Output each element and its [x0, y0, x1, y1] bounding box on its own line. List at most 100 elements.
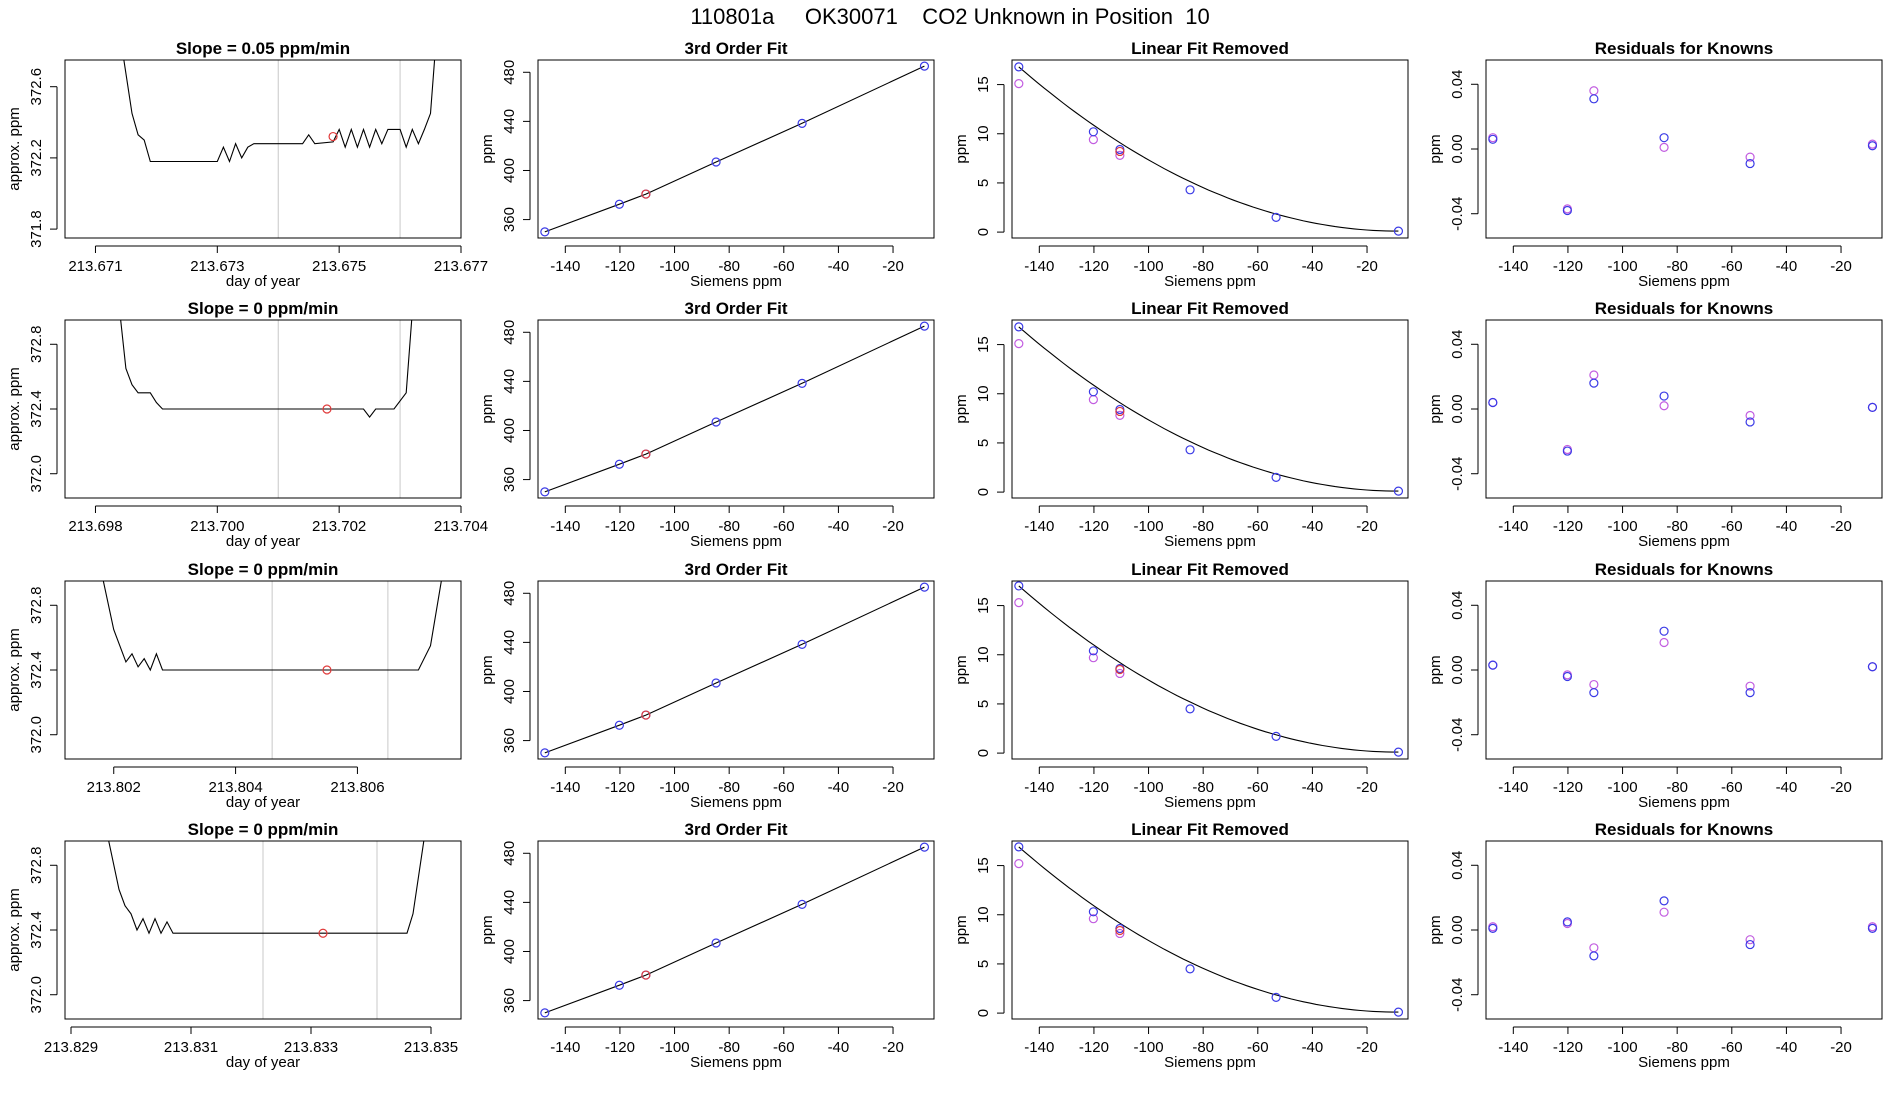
data-point-blue	[1867, 402, 1878, 412]
y-tick-label: 5	[975, 700, 992, 708]
x-tick-label: -100	[660, 1039, 690, 1056]
y-tick-label: -0.04	[1449, 718, 1466, 752]
panel-7: Linear Fit Removed -140 -120 -100 -80 -60 -40 -…	[953, 299, 1409, 550]
y-tick-label: 0	[975, 749, 992, 757]
y-tick-label: 0.04	[1449, 591, 1466, 620]
y-tick-label: 360	[501, 207, 518, 232]
data-point-blue	[1867, 141, 1878, 151]
data-point-magenta	[1745, 935, 1755, 945]
y-tick-label: 10	[975, 646, 992, 663]
data-point-blue	[1745, 939, 1755, 950]
plot-frame	[1485, 319, 1883, 499]
x-tick-label: -80	[1666, 1039, 1688, 1056]
x-tick-label: 213.835	[404, 1039, 458, 1056]
x-tick-label: -20	[1830, 779, 1852, 796]
data-point-blue	[1088, 646, 1098, 656]
data-point-blue	[1014, 62, 1024, 72]
plot-frame	[1011, 580, 1409, 760]
data-point-blue	[1185, 445, 1195, 455]
y-tick-label: 371.8	[28, 210, 45, 248]
data-point-magenta	[1014, 339, 1024, 349]
x-tick-label: -80	[1192, 258, 1214, 275]
x-axis-label: Siemens ppm	[1164, 533, 1256, 550]
data-point-blue	[711, 157, 721, 167]
trace-line	[108, 841, 425, 935]
data-point-blue	[797, 639, 807, 649]
y-tick-label: 372.2	[28, 139, 45, 177]
x-tick-label: 213.829	[44, 1039, 98, 1056]
data-point-blue	[919, 61, 930, 71]
y-tick-label: 400	[501, 158, 518, 183]
data-point-magenta	[1659, 401, 1669, 411]
data-point-blue	[797, 899, 807, 909]
y-axis-label: ppm	[479, 915, 496, 944]
x-tick-label: -80	[1192, 779, 1214, 796]
x-tick-label: -80	[718, 1039, 740, 1056]
plot-area	[1018, 585, 1399, 753]
data-point-blue	[1745, 688, 1755, 698]
x-tick-label: -60	[773, 1039, 795, 1056]
x-tick-label: 213.673	[190, 258, 244, 275]
y-tick-label: 480	[501, 841, 518, 866]
plot-frame	[1011, 840, 1409, 1020]
y-tick-label: 15	[975, 336, 992, 353]
x-tick-label: -100	[660, 258, 690, 275]
plot-frame	[64, 580, 462, 760]
x-tick-label: -140	[1024, 518, 1054, 535]
data-point-blue	[1271, 472, 1281, 482]
data-point-blue	[1659, 133, 1669, 143]
fit-curve	[544, 846, 925, 1014]
y-axis-label: ppm	[1427, 655, 1444, 684]
x-tick-label: -100	[1608, 258, 1638, 275]
x-tick-label: -120	[1079, 1039, 1109, 1056]
x-tick-label: -40	[1776, 518, 1798, 535]
y-tick-label: 440	[501, 369, 518, 394]
y-tick-label: 372.4	[28, 911, 45, 949]
panel-title: Linear Fit Removed	[1131, 39, 1289, 58]
fit-curve	[544, 65, 925, 233]
data-point-blue	[919, 842, 930, 852]
x-tick-label: -40	[1302, 258, 1324, 275]
data-point-magenta	[1589, 86, 1599, 96]
data-point-magenta	[1745, 410, 1755, 421]
x-tick-label: -140	[550, 1039, 580, 1056]
x-axis-label: Siemens ppm	[1638, 533, 1730, 550]
x-tick-label: -140	[1024, 1039, 1054, 1056]
y-tick-label: 5	[975, 439, 992, 447]
x-tick-label: -140	[1498, 1039, 1528, 1056]
plot-area	[1018, 846, 1399, 1013]
y-tick-label: -0.04	[1449, 978, 1466, 1012]
data-point-magenta	[1014, 598, 1024, 608]
y-tick-label: -0.04	[1449, 197, 1466, 231]
y-axis-label: ppm	[953, 394, 970, 423]
sample-marker	[322, 404, 332, 414]
data-point-magenta	[1589, 943, 1599, 953]
data-point-magenta	[1659, 142, 1669, 152]
data-point-blue	[1185, 964, 1195, 974]
y-axis-label: ppm	[953, 655, 970, 684]
data-point-blue	[1562, 671, 1572, 682]
panel-9: Slope = 0 ppm/min 213.802 213.804 213.806 da…	[6, 560, 462, 811]
data-point-red	[641, 189, 651, 199]
panel-14: 3rd Order Fit -140 -120 -100 -80 -60 -40 -20 Sie…	[479, 820, 935, 1071]
x-tick-label: -20	[1830, 258, 1852, 275]
x-tick-label: -60	[773, 779, 795, 796]
x-tick-label: -100	[660, 779, 690, 796]
x-tick-label: -20	[1356, 779, 1378, 796]
x-tick-label: -80	[1192, 518, 1214, 535]
y-tick-label: 372.8	[28, 846, 45, 884]
x-tick-label: -140	[550, 779, 580, 796]
plot-area	[544, 65, 925, 233]
x-tick-label: -20	[1356, 518, 1378, 535]
data-point-blue	[614, 199, 624, 209]
plot-area	[102, 581, 442, 672]
y-tick-label: 372.8	[28, 586, 45, 624]
fit-curve	[1018, 66, 1399, 232]
x-tick-label: -100	[1134, 779, 1164, 796]
trace-line	[123, 60, 436, 164]
x-tick-label: -100	[660, 518, 690, 535]
panel-title: 3rd Order Fit	[685, 820, 788, 839]
data-point-magenta	[1115, 668, 1125, 679]
panel-4: Residuals for Knowns -140 -120 -100 -80 -60 -4…	[1427, 39, 1883, 290]
panel-title: Linear Fit Removed	[1131, 560, 1289, 579]
